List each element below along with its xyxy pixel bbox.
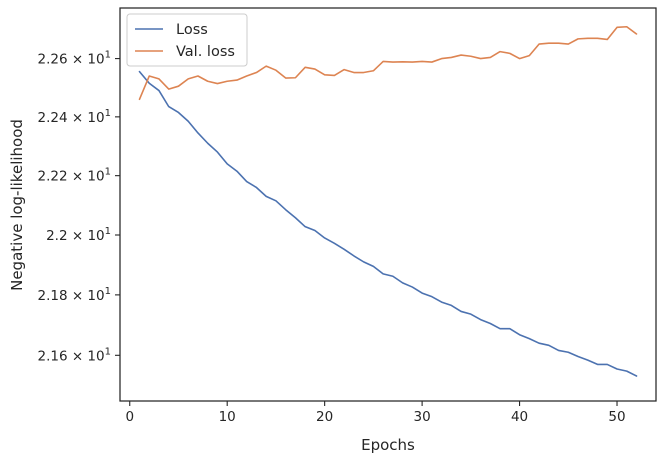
y-tick-label: 2.16 × 101 [37,346,111,364]
legend-label-val-loss: Val. loss [176,44,235,60]
x-tick-label: 10 [219,409,236,425]
y-axis-title: Negative log-likelihood [8,119,26,291]
series-line-val-loss [138,25,638,101]
x-tick-label: 30 [414,409,431,425]
x-axis-title: Epochs [361,436,415,454]
x-tick-label: 40 [511,409,528,425]
y-tick-label: 2.18 × 101 [37,286,111,304]
legend-label-loss: Loss [176,22,208,38]
y-tick-label: 2.24 × 101 [37,108,111,126]
y-axis: 2.16 × 101 2.18 × 101 2.2 × 101 2.22 × 101 2… [37,50,120,364]
x-tick-label: 0 [125,409,134,425]
y-tick-label: 2.26 × 101 [37,50,111,68]
series-layer [138,25,638,377]
series-line-loss [138,70,638,377]
y-tick-label: 2.22 × 101 [37,167,111,185]
x-tick-label: 50 [608,409,625,425]
legend-box [126,13,248,67]
x-tick-label: 20 [316,409,333,425]
legend: Loss Val. loss [126,13,248,67]
y-tick-label: 2.2 × 101 [46,226,111,244]
plot-frame [119,7,657,402]
x-axis: 0 10 20 30 40 50 [125,401,626,425]
